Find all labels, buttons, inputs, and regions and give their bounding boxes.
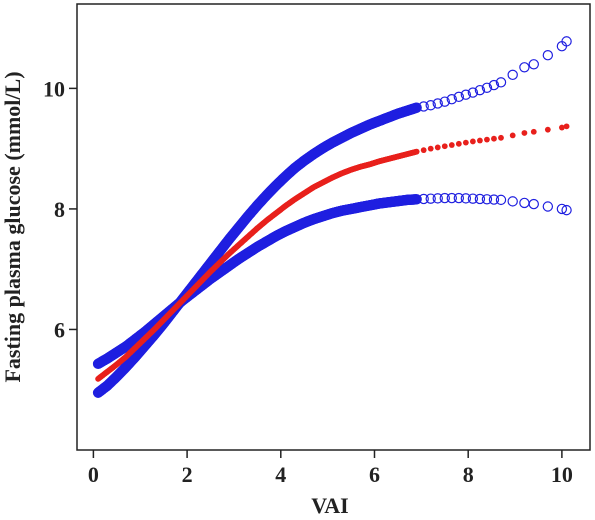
data-points (92, 36, 572, 398)
data-point (413, 148, 420, 155)
data-point (561, 204, 572, 216)
data-point (439, 96, 450, 107)
y-tick-label: 6 (54, 317, 65, 342)
data-point (542, 50, 554, 61)
data-point (477, 137, 483, 144)
data-point (558, 124, 565, 131)
data-point (484, 136, 490, 143)
data-point (556, 203, 568, 215)
data-point (519, 197, 530, 209)
data-point (488, 79, 500, 91)
data-point (507, 69, 518, 81)
x-tick-label: 8 (463, 462, 474, 487)
data-point (474, 193, 486, 205)
data-point (420, 147, 427, 154)
data-point (439, 192, 450, 204)
data-point (481, 82, 493, 93)
y-tick-label: 10 (43, 76, 65, 101)
data-point (521, 130, 528, 136)
data-point (455, 140, 462, 147)
x-tick-label: 4 (275, 462, 286, 487)
data-point (460, 89, 472, 100)
x-tick-label: 0 (88, 462, 99, 487)
data-point (509, 132, 516, 139)
data-point (507, 196, 518, 207)
x-axis: 0 2 4 6 8 10 (88, 450, 573, 487)
data-point (491, 135, 497, 142)
data-point (542, 201, 554, 212)
data-point (432, 193, 443, 204)
data-point (495, 194, 507, 206)
x-tick-label: 6 (369, 462, 380, 487)
data-point (427, 145, 434, 152)
x-tick-label: 2 (182, 462, 193, 487)
data-point (528, 198, 539, 210)
data-point (462, 139, 469, 146)
data-point (434, 144, 441, 151)
data-point (544, 126, 551, 133)
data-point (495, 77, 507, 88)
data-point (563, 123, 570, 130)
data-point (460, 193, 472, 204)
data-point (488, 194, 500, 205)
data-point (530, 128, 537, 135)
x-tick-label: 10 (551, 462, 573, 487)
data-point (453, 192, 465, 204)
data-point (418, 101, 429, 112)
y-axis: 6 8 10 (43, 76, 77, 342)
data-point (446, 192, 457, 204)
data-point (411, 102, 422, 113)
data-point (441, 143, 448, 150)
data-point (425, 193, 436, 204)
y-axis-title: Fasting plasma glucose (mmol/L) (0, 71, 25, 382)
data-point (498, 134, 504, 141)
plot-frame (76, 3, 591, 451)
data-point (528, 59, 539, 70)
data-point (469, 138, 476, 145)
data-point (418, 193, 429, 205)
data-point (425, 100, 436, 111)
data-point (481, 194, 493, 205)
data-point (474, 84, 486, 96)
data-point (453, 91, 465, 103)
data-point (467, 193, 479, 204)
data-point (432, 98, 443, 109)
x-axis-title: VAI (311, 493, 349, 518)
data-point (448, 142, 455, 148)
data-point (519, 62, 530, 73)
y-tick-label: 8 (54, 197, 65, 222)
data-point (446, 94, 457, 105)
data-point (467, 87, 479, 98)
data-point (561, 36, 572, 47)
data-point (411, 194, 422, 205)
